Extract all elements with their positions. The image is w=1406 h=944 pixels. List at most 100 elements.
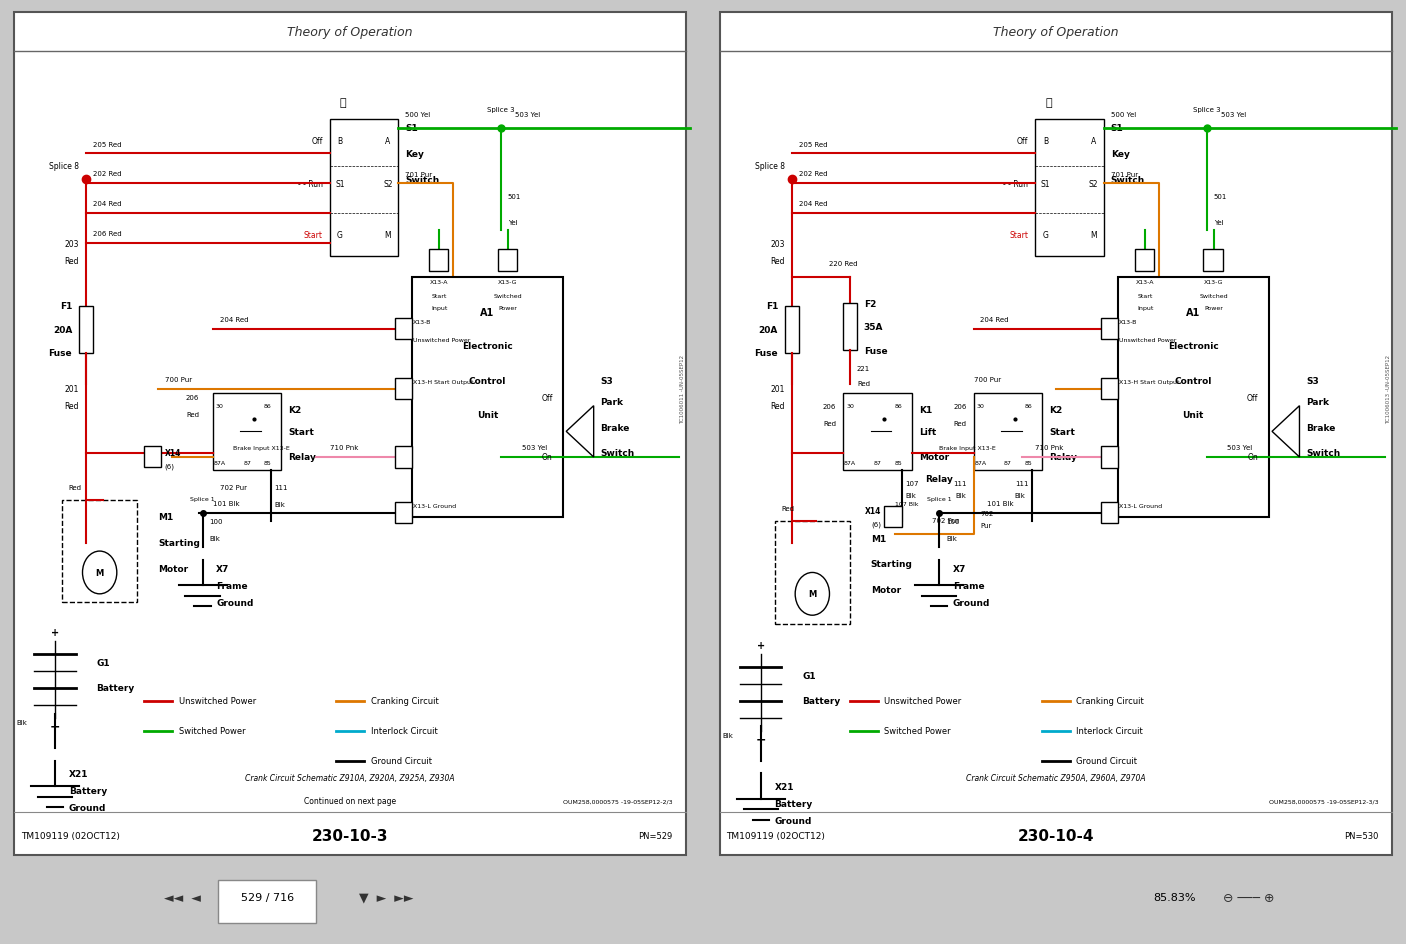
Text: Red: Red [824,420,837,427]
Text: 202 Red: 202 Red [93,171,121,177]
Text: X14: X14 [865,506,882,515]
Text: Brake: Brake [1306,423,1336,432]
Text: 🔊: 🔊 [1046,98,1052,108]
Text: Electronic: Electronic [1168,342,1219,351]
Text: 206 Red: 206 Red [93,231,121,237]
Text: Cranking Circuit: Cranking Circuit [1077,697,1144,705]
Bar [1101,379,1118,400]
Text: 87A: 87A [214,461,226,466]
Text: 220 Red: 220 Red [830,261,858,267]
Text: (6): (6) [870,521,882,528]
Text: A1: A1 [1187,308,1201,317]
Text: Key: Key [1111,150,1129,159]
Text: Splice 1: Splice 1 [190,497,215,501]
Text: 86: 86 [264,404,271,409]
Text: Start: Start [304,231,322,240]
Text: ⊖ ─── ⊕: ⊖ ─── ⊕ [1223,891,1275,903]
Text: Battery: Battery [801,697,841,705]
Text: 100: 100 [209,518,224,525]
Text: A1: A1 [481,308,495,317]
Text: 503 Yel: 503 Yel [515,112,540,118]
Text: Start: Start [1049,428,1076,436]
Bar [785,306,799,353]
Bar [775,522,851,624]
Text: TC1006013 -UN-05SEP12: TC1006013 -UN-05SEP12 [1386,355,1391,424]
Text: Switched Power: Switched Power [884,726,950,735]
Text: Unit: Unit [1182,411,1204,419]
Text: X13-H Start Output: X13-H Start Output [413,379,474,385]
Text: Ground: Ground [775,817,813,825]
Text: Switch: Switch [600,448,634,458]
Text: Starting: Starting [157,538,200,548]
Text: 503 Yel: 503 Yel [522,445,547,450]
Text: Interlock Circuit: Interlock Circuit [371,726,437,735]
Text: Off: Off [1017,137,1028,146]
Text: Unswitched Power: Unswitched Power [179,697,256,705]
Text: 503 Yel: 503 Yel [1227,445,1253,450]
Text: Yel: Yel [1213,220,1223,226]
Text: Relay: Relay [1049,453,1077,462]
Text: Splice 3: Splice 3 [488,108,515,113]
Text: Motor: Motor [870,585,901,595]
Text: Start: Start [1010,231,1028,240]
Text: 20A: 20A [759,326,778,334]
Text: Theory of Operation: Theory of Operation [287,25,413,39]
Text: On: On [541,453,553,462]
Text: G: G [1043,231,1049,240]
Text: 30: 30 [215,404,224,409]
Text: X7: X7 [217,565,229,573]
Text: 100: 100 [946,518,960,525]
Text: 85: 85 [264,461,271,466]
Text: Splice 1: Splice 1 [927,497,952,501]
Text: Switched: Switched [1199,294,1227,298]
Bar [395,319,412,340]
Text: Input: Input [1137,306,1153,311]
Bar [145,447,162,468]
Text: 501: 501 [1213,194,1227,200]
Text: F1: F1 [60,302,72,311]
Text: 221: 221 [856,365,870,372]
Text: S1: S1 [1040,179,1050,189]
Text: X21: X21 [69,769,89,778]
Text: Fuse: Fuse [49,348,72,358]
Text: Control: Control [468,376,506,385]
Text: 204 Red: 204 Red [799,201,827,207]
Text: S1: S1 [405,124,418,133]
Text: Battery: Battery [775,799,813,808]
Text: Brake Input X13-E: Brake Input X13-E [233,446,290,450]
Text: Key: Key [405,150,423,159]
Text: 101 Blk: 101 Blk [987,500,1014,506]
Text: X13-A: X13-A [1136,279,1154,285]
Text: X21: X21 [775,782,794,791]
Text: 85.83%: 85.83% [1153,892,1195,902]
Text: Blk: Blk [1015,493,1025,499]
Text: Blk: Blk [723,733,734,738]
Text: Ground Circuit: Ground Circuit [371,756,432,766]
Text: Red: Red [782,506,794,512]
Bar [79,306,93,353]
Text: Relay: Relay [288,453,316,462]
Text: Splice 8: Splice 8 [49,162,79,171]
Text: Switch: Switch [405,176,439,184]
Text: M: M [96,568,104,578]
Text: - - Run: - - Run [298,179,322,189]
Text: Red: Red [953,420,967,427]
Text: −: − [755,733,766,746]
Text: M: M [808,590,817,598]
Text: Red: Red [770,402,785,411]
Text: 702: 702 [980,510,994,516]
Text: Theory of Operation: Theory of Operation [993,25,1119,39]
Text: Switched Power: Switched Power [179,726,245,735]
Text: On: On [1247,453,1258,462]
Text: Starting: Starting [870,560,912,569]
Text: −: − [49,720,60,733]
Text: 101 Blk: 101 Blk [212,500,239,506]
Bar [395,502,412,524]
Text: Splice 3: Splice 3 [1194,108,1220,113]
Text: K2: K2 [1049,406,1063,415]
Text: Fuse: Fuse [863,346,887,355]
Text: Motor: Motor [918,453,949,462]
Bar [1118,278,1268,517]
Text: +: + [51,628,59,637]
Text: 503 Yel: 503 Yel [1220,112,1246,118]
